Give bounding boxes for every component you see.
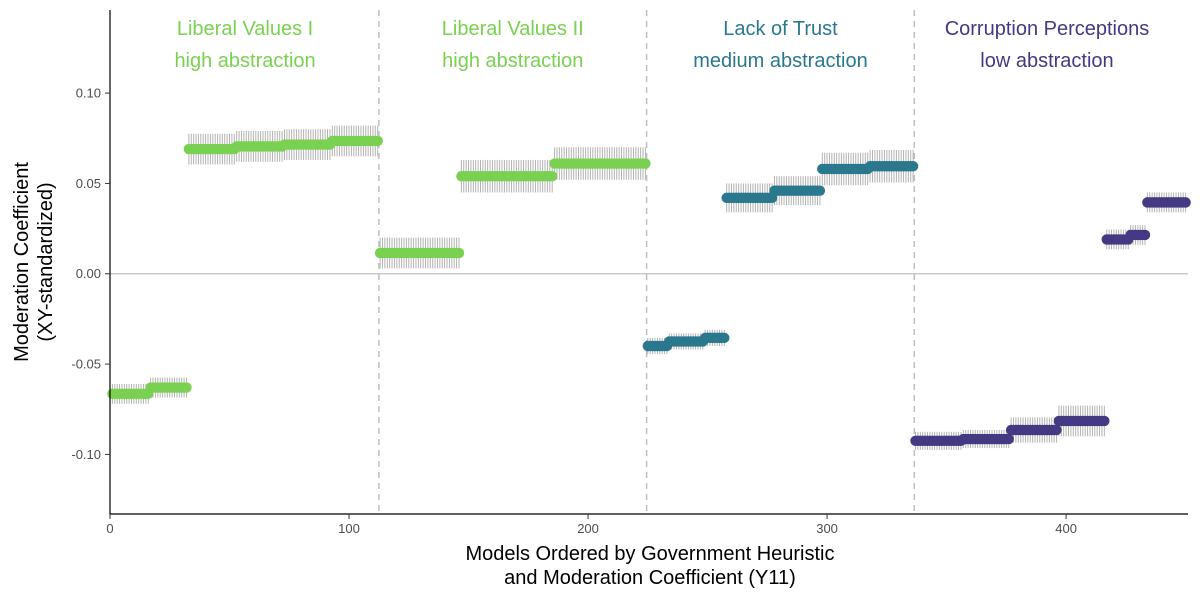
x-axis-title: Models Ordered by Government Heuristic [465, 543, 834, 565]
data-point [907, 161, 919, 172]
y-tick-label: -0.10 [71, 447, 101, 462]
data-point [453, 247, 465, 259]
axis-titles: Models Ordered by Government Heuristican… [11, 162, 835, 589]
panel-subtitle: medium abstraction [693, 50, 868, 72]
data-point [719, 332, 730, 344]
data-point [1051, 424, 1062, 436]
panel-title: Liberal Values I [177, 18, 313, 40]
axes [109, 10, 1188, 515]
panel-title: Lack of Trust [723, 18, 838, 40]
data-points [107, 135, 1191, 447]
data-point [372, 135, 383, 147]
x-tick-label: 100 [338, 521, 360, 536]
group-dividers [378, 10, 916, 514]
y-tick-label: -0.05 [71, 357, 101, 372]
data-point [640, 158, 651, 169]
data-point [181, 382, 192, 393]
panel-subtitle: high abstraction [442, 50, 583, 72]
data-point [1003, 433, 1014, 445]
y-axis-title: (XY-standardized) [35, 182, 57, 341]
panel-labels: Liberal Values I high abstraction Liberal … [174, 18, 1149, 72]
data-point [1180, 197, 1191, 208]
panel-subtitle: high abstraction [174, 50, 315, 72]
data-point [546, 170, 558, 182]
y-tick-label: 0.05 [76, 176, 101, 191]
data-point [1139, 229, 1151, 241]
tick-marks: 0.10 0.05 0.00 -0.05 -0.10 0 100 200 300 400 [71, 86, 1077, 536]
x-tick-label: 400 [1055, 521, 1077, 536]
panel-title: Liberal Values II [442, 18, 584, 40]
data-point [814, 185, 826, 196]
x-axis-title: and Moderation Coefficient (Y11) [504, 567, 796, 589]
data-point [1099, 415, 1110, 427]
x-tick-label: 0 [106, 521, 113, 536]
panel-title: Corruption Perceptions [945, 18, 1150, 40]
y-tick-label: 0.00 [76, 266, 101, 281]
y-tick-label: 0.10 [76, 86, 101, 101]
x-tick-label: 300 [816, 521, 838, 536]
panel-subtitle: low abstraction [980, 50, 1113, 72]
error-bars [111, 125, 1187, 450]
y-axis-title: Moderation Coefficient [11, 162, 33, 362]
x-tick-label: 200 [577, 521, 599, 536]
